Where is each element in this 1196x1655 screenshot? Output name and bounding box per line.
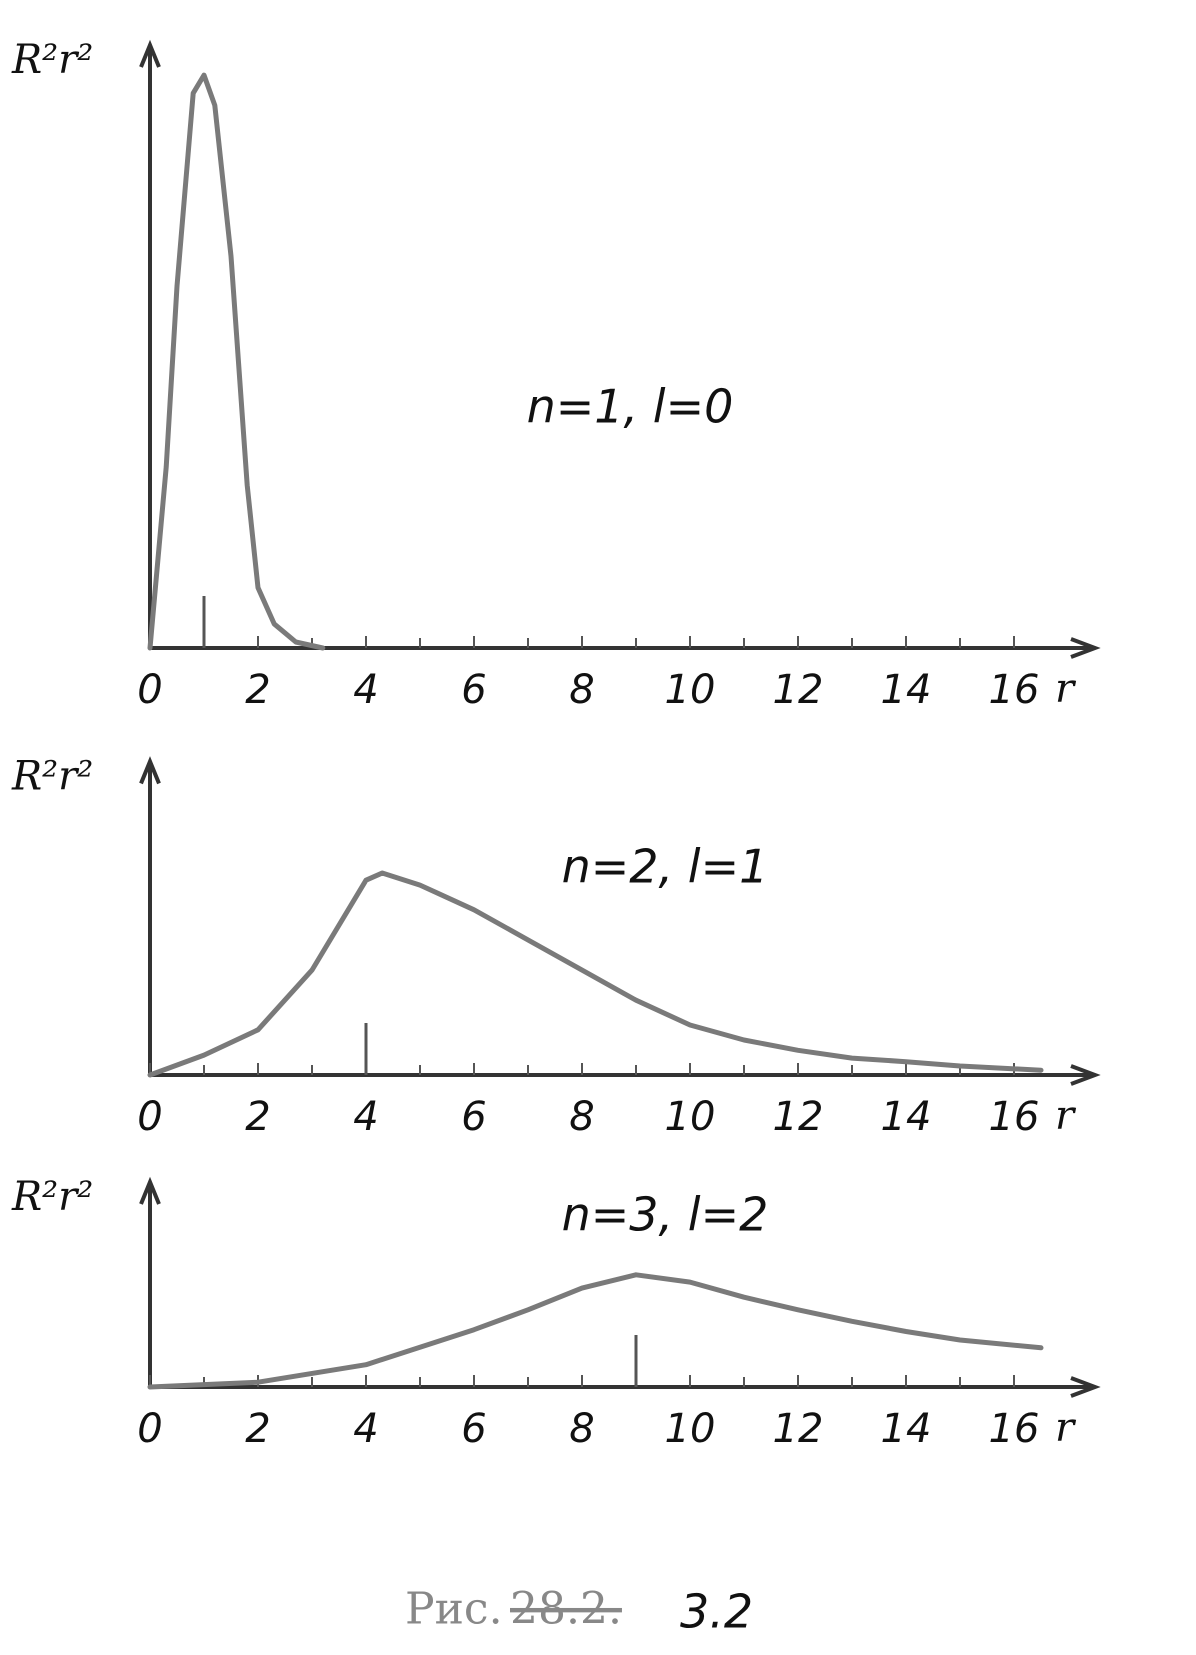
- x-tick-label: 0: [137, 1094, 162, 1140]
- x-tick-label: 4: [353, 1094, 378, 1140]
- x-axis-arrow: [1070, 637, 1101, 659]
- x-tick-label: 6: [461, 1094, 486, 1140]
- x-tick-label: 14: [881, 1094, 932, 1140]
- x-axis-label: r: [1055, 1093, 1077, 1139]
- x-tick-label: 4: [353, 667, 378, 713]
- x-tick-label: 10: [665, 667, 716, 713]
- y-axis-arrow: [139, 39, 161, 68]
- y-axis-label: R²r²: [11, 37, 93, 83]
- x-tick-label: 0: [137, 1406, 162, 1452]
- x-tick-label: 12: [773, 667, 824, 713]
- annotation: n=1, l=0: [527, 380, 734, 434]
- x-tick-label: 2: [245, 1406, 270, 1452]
- x-tick-label: 2: [245, 1094, 270, 1140]
- x-tick-label: 12: [773, 1406, 824, 1452]
- x-tick-label: 16: [989, 1406, 1040, 1452]
- x-axis-arrow: [1070, 1064, 1101, 1086]
- x-tick-label: 16: [989, 667, 1040, 713]
- x-tick-label: 16: [989, 1094, 1040, 1140]
- x-tick-label: 6: [461, 1406, 486, 1452]
- x-tick-label: 8: [569, 1094, 594, 1140]
- curve: [147, 1272, 1044, 1390]
- x-tick-label: 8: [569, 1406, 594, 1452]
- x-tick-label: 12: [773, 1094, 824, 1140]
- annotation: n=2, l=1: [562, 840, 769, 894]
- x-tick-label: 0: [137, 667, 162, 713]
- caption-new-number: 3.2: [680, 1585, 753, 1639]
- y-axis-arrow: [139, 1176, 161, 1205]
- curve: [147, 870, 1044, 1078]
- x-tick-label: 10: [665, 1406, 716, 1452]
- x-tick-label: 4: [353, 1406, 378, 1452]
- x-tick-label: 2: [245, 667, 270, 713]
- y-axis-label: R²r²: [11, 1174, 93, 1220]
- y-axis-label: R²r²: [11, 753, 93, 799]
- annotation: n=3, l=2: [562, 1188, 769, 1242]
- x-tick-label: 14: [881, 667, 932, 713]
- x-tick-label: 14: [881, 1406, 932, 1452]
- x-tick-label: 10: [665, 1094, 716, 1140]
- x-axis-arrow: [1070, 1376, 1101, 1398]
- y-axis-arrow: [139, 756, 161, 785]
- x-axis-label: r: [1055, 666, 1077, 712]
- caption-prefix: Рис.: [405, 1584, 503, 1635]
- caption-old-number: 28.2.: [510, 1584, 622, 1635]
- x-axis-label: r: [1055, 1405, 1077, 1451]
- x-tick-label: 6: [461, 667, 486, 713]
- curve: [147, 72, 326, 651]
- x-tick-label: 8: [569, 667, 594, 713]
